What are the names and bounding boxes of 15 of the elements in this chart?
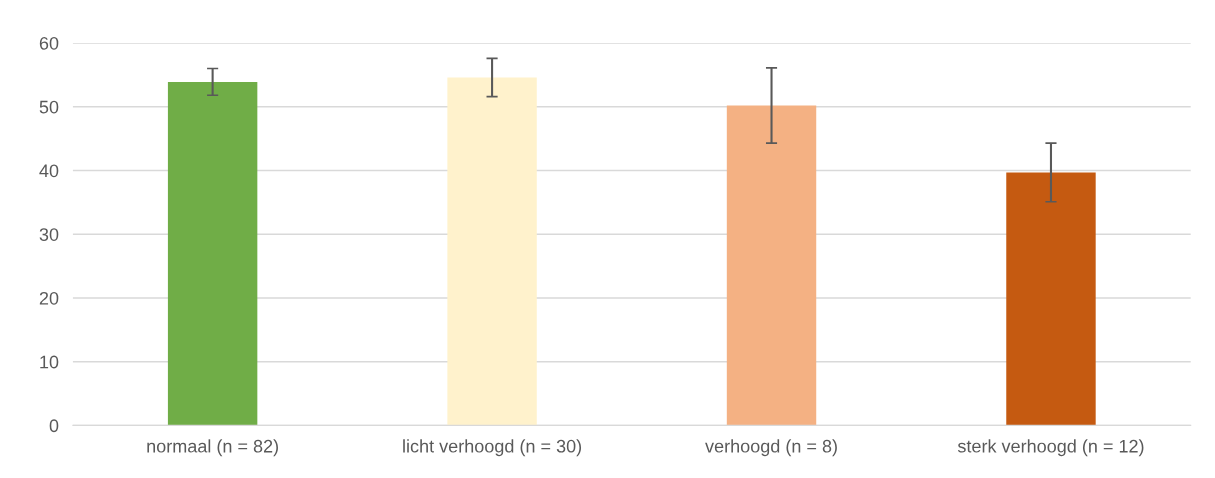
y-tick-label: 20 (39, 291, 59, 305)
x-tick-label: normaal (n = 82) (147, 439, 278, 457)
bar (726, 105, 817, 426)
y-tick-label: 30 (39, 228, 59, 241)
y-tick-label: 40 (39, 164, 59, 178)
y-tick-label: 0 (49, 419, 59, 433)
bar (167, 81, 258, 426)
x-tick-label: licht verhoogd (n = 30) (403, 439, 582, 457)
x-tick-label: sterk verhoogd (n = 12) (957, 439, 1144, 457)
y-tick-label: 10 (40, 355, 59, 369)
bar (447, 77, 537, 426)
y-tick-label: 60 (39, 36, 59, 50)
x-tick-label: verhoogd (n = 8) (705, 439, 837, 457)
bar (1006, 172, 1096, 426)
y-tick-label: 50 (39, 100, 59, 114)
